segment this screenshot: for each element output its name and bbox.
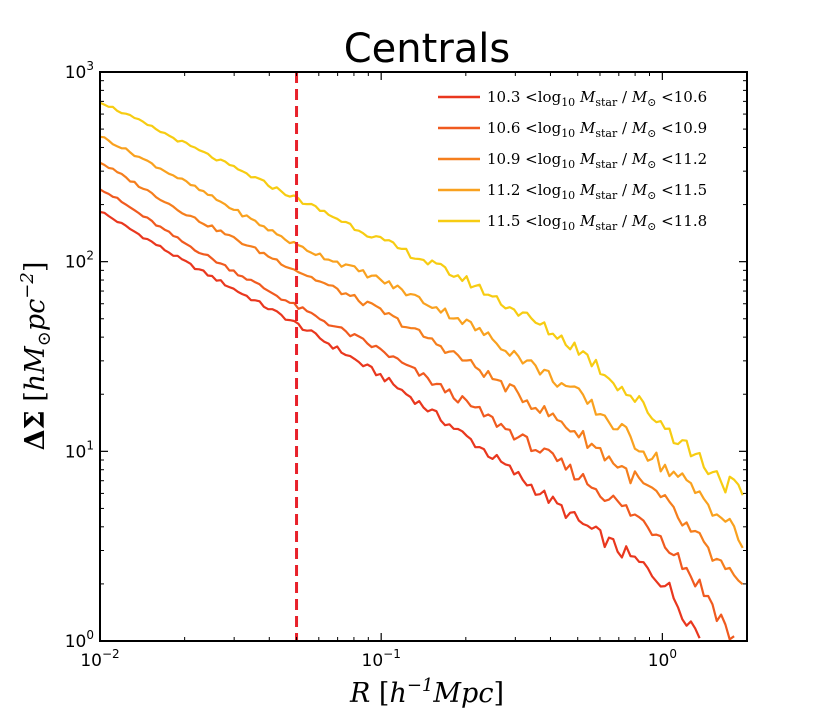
- x-tick-label: 10−1: [362, 647, 401, 671]
- series-line-2: [100, 188, 735, 641]
- y-axis-label: ΔΣ [hM⊙pc−2]: [17, 262, 55, 451]
- x-tick-exponent: 0: [669, 647, 677, 661]
- y-tick-exponent: 2: [86, 249, 94, 263]
- x-tick-base: 10: [80, 651, 102, 671]
- legend-label: 11.2 <log10 Mstar / M⊙ <11.5: [487, 181, 707, 202]
- series-line-3: [100, 161, 744, 586]
- legend-label: 10.6 <log10 Mstar / M⊙ <10.9: [487, 119, 707, 140]
- chart-title: Centrals: [344, 26, 510, 72]
- x-tick-base: 10: [648, 651, 670, 671]
- legend-entry: 10.3 <log10 Mstar / M⊙ <10.6: [438, 88, 707, 109]
- x-tick-label: 100: [648, 647, 677, 671]
- legend: 10.3 <log10 Mstar / M⊙ <10.6 10.6 <log10 …: [438, 88, 707, 233]
- legend-entry: 11.5 <log10 Mstar / M⊙ <11.8: [438, 212, 707, 233]
- series-line-5: [100, 101, 744, 496]
- y-tick-label: 102: [65, 249, 94, 273]
- legend-entry: 10.6 <log10 Mstar / M⊙ <10.9: [438, 119, 707, 140]
- plot-frame: [99, 71, 748, 642]
- series-line-1: [100, 210, 701, 639]
- legend-label: 10.9 <log10 Mstar / M⊙ <11.2: [487, 150, 707, 171]
- legend-entry: 10.9 <log10 Mstar / M⊙ <11.2: [438, 150, 707, 171]
- legend-entry: 11.2 <log10 Mstar / M⊙ <11.5: [438, 181, 707, 202]
- y-tick-base: 10: [65, 632, 87, 652]
- x-tick-label: 10−2: [80, 647, 119, 671]
- x-axis-label: R [h−1Mpc]: [349, 675, 504, 709]
- x-tick-exponent: −1: [383, 647, 401, 661]
- y-tick-base: 10: [65, 442, 87, 462]
- series-group: [100, 72, 744, 641]
- y-tick-label: 103: [65, 59, 94, 83]
- legend-label: 11.5 <log10 Mstar / M⊙ <11.8: [487, 212, 707, 233]
- y-tick-label: 101: [65, 438, 94, 462]
- y-tick-base: 10: [65, 63, 87, 83]
- y-tick-exponent: 0: [86, 628, 94, 642]
- y-tick-exponent: 1: [86, 438, 94, 452]
- y-tick-label: 100: [65, 628, 94, 652]
- y-tick-base: 10: [65, 253, 87, 273]
- y-tick-exponent: 3: [86, 59, 94, 73]
- x-tick-exponent: −2: [102, 647, 120, 661]
- x-tick-base: 10: [362, 651, 384, 671]
- plot-area: [100, 72, 744, 641]
- legend-label: 10.3 <log10 Mstar / M⊙ <10.6: [487, 88, 707, 109]
- series-line-4: [100, 135, 744, 549]
